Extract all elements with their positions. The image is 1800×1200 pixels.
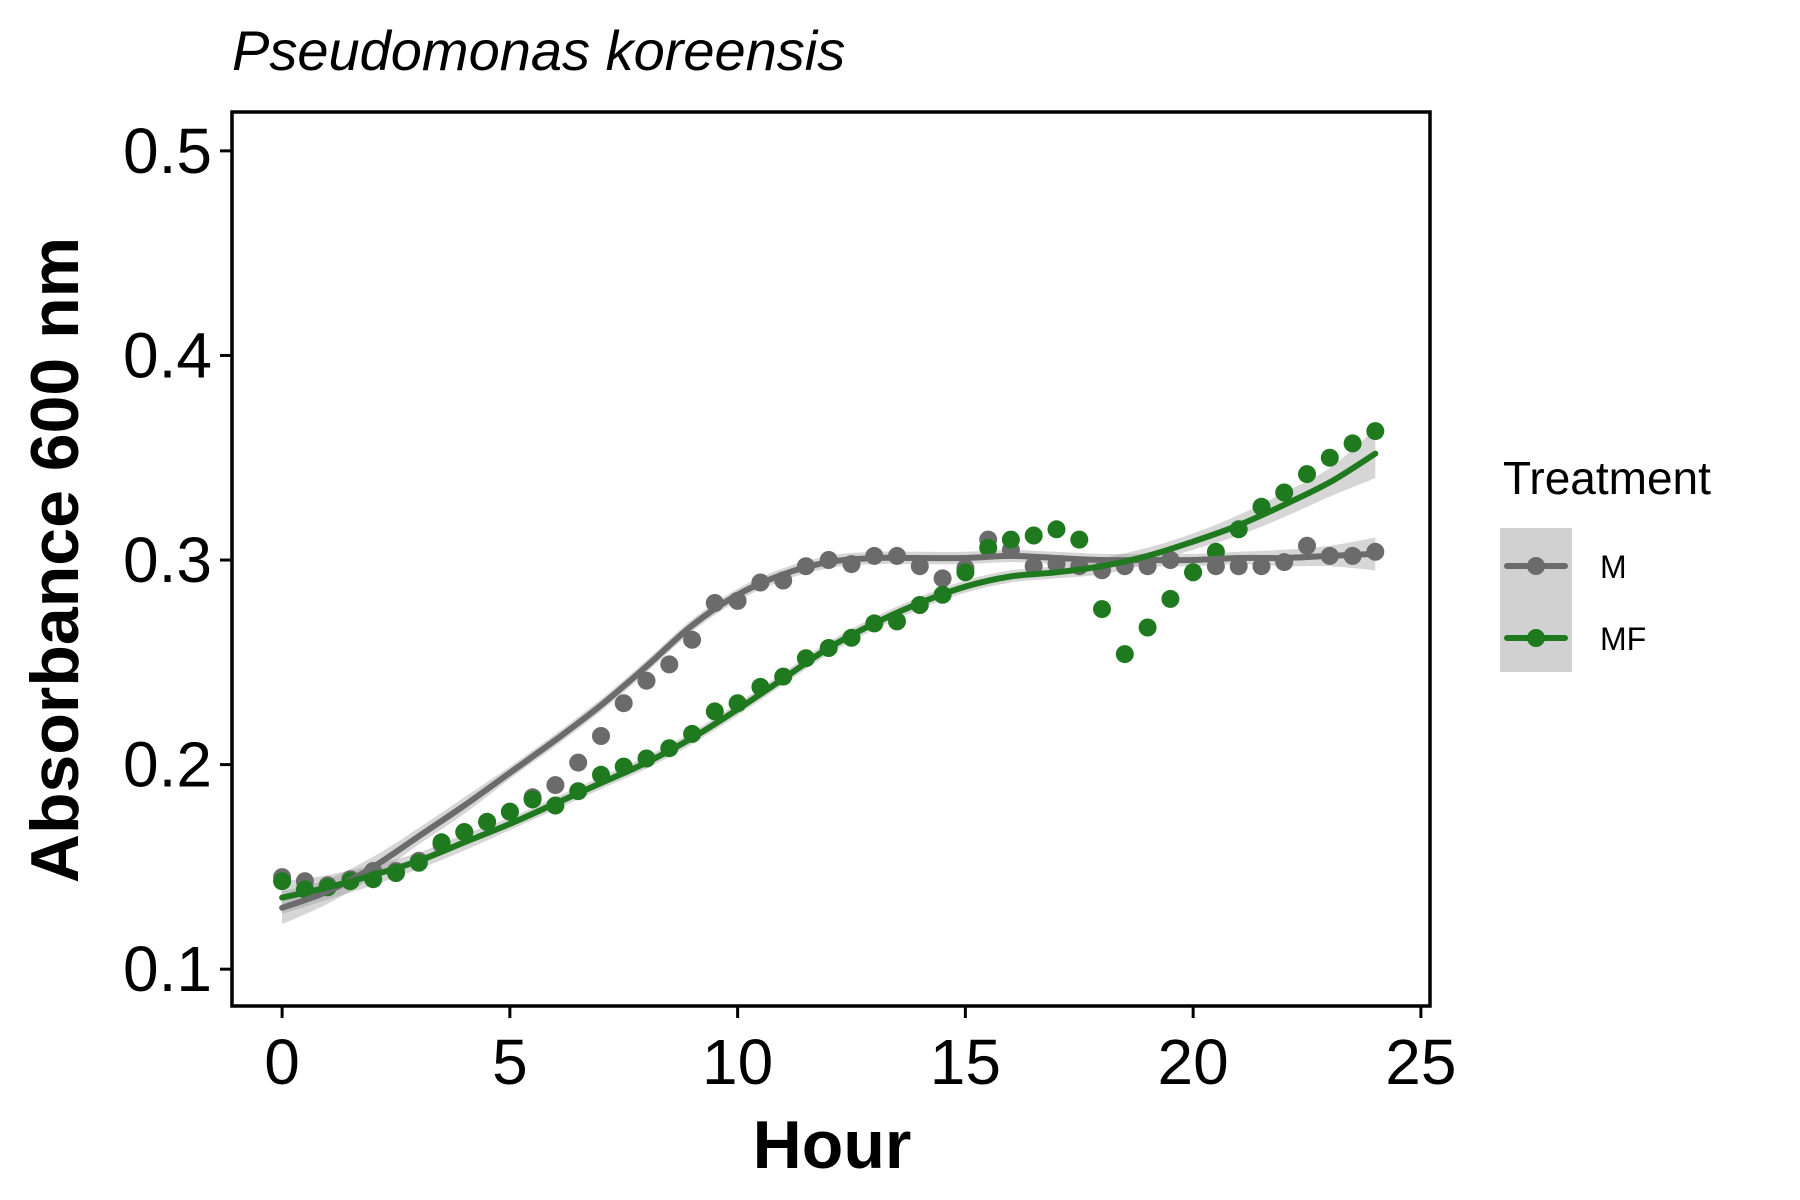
data-point-m: [614, 694, 633, 713]
legend-label-mf: MF: [1600, 621, 1646, 657]
data-point-mf: [1070, 530, 1089, 549]
data-point-m: [910, 557, 929, 576]
data-point-m: [592, 727, 610, 745]
data-point-m: [1229, 557, 1248, 576]
legend-key-point-m: [1527, 557, 1545, 575]
y-axis-title: Absorbance 600 nm: [17, 237, 93, 883]
data-point-mf: [478, 812, 497, 831]
data-point-mf: [500, 802, 519, 821]
axes: 0 5 10 15 20 25 0.1 0.2 0.3 0.4 0.5: [123, 110, 1456, 1098]
data-point-mf: [523, 790, 542, 809]
x-tick-label: 5: [492, 1026, 528, 1098]
legend: Treatment M MF: [1500, 452, 1711, 672]
trend-line-m: [279, 550, 1379, 911]
data-point-mf: [956, 563, 975, 582]
data-point-m: [546, 776, 565, 795]
data-point-mf: [1024, 526, 1043, 545]
data-point-mf: [1275, 483, 1294, 502]
x-tick-label: 10: [702, 1026, 773, 1098]
data-point-m: [683, 630, 702, 649]
data-point-mf: [1001, 530, 1020, 549]
x-tick-label: 15: [930, 1026, 1001, 1098]
trend-line-mf: [279, 450, 1379, 901]
data-point-mf: [979, 538, 998, 557]
data-point-mf: [1184, 563, 1203, 582]
y-tick-label: 0.1: [123, 933, 212, 1005]
data-point-mf: [1138, 618, 1157, 637]
legend-title: Treatment: [1503, 452, 1711, 504]
data-point-m: [637, 671, 656, 690]
y-tick-label: 0.4: [123, 319, 212, 391]
data-point-mf: [1093, 600, 1111, 619]
data-point-mf: [1320, 448, 1339, 467]
data-point-m: [1024, 557, 1043, 576]
y-tick-label: 0.5: [123, 115, 212, 187]
data-point-mf: [1161, 589, 1180, 608]
y-tick-label: 0.3: [123, 524, 212, 596]
data-point-mf: [1366, 422, 1385, 441]
data-point-mf: [455, 823, 474, 842]
data-point-mf: [1343, 434, 1362, 453]
legend-label-m: M: [1600, 549, 1627, 585]
data-point-m: [660, 655, 679, 674]
data-point-mf: [705, 702, 724, 721]
data-point-mf: [273, 872, 292, 891]
data-point-mf: [1047, 520, 1066, 539]
x-axis-title: Hour: [753, 1107, 912, 1183]
x-tick-label: 0: [264, 1026, 300, 1098]
data-point-m: [569, 753, 588, 772]
data-point-mf: [1298, 465, 1316, 484]
data-point-m: [1252, 557, 1271, 576]
trend-lines: [279, 450, 1379, 911]
legend-key-point-mf: [1527, 629, 1545, 647]
data-point-m: [1298, 536, 1316, 555]
x-tick-label: 25: [1385, 1026, 1456, 1098]
legend-key-background: [1500, 528, 1572, 672]
chart-title: Pseudomonas koreensis: [232, 19, 845, 82]
y-tick-label: 0.2: [123, 729, 212, 801]
x-tick-label: 20: [1158, 1026, 1229, 1098]
data-point-mf: [1115, 645, 1134, 664]
data-point-m: [933, 569, 952, 588]
